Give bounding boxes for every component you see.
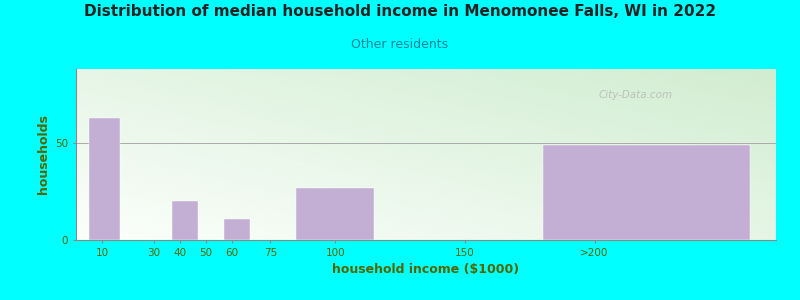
Y-axis label: households: households [37,115,50,194]
Bar [172,201,198,240]
Text: Distribution of median household income in Menomonee Falls, WI in 2022: Distribution of median household income … [84,4,716,20]
Text: City-Data.com: City-Data.com [599,89,673,100]
Bar [89,118,120,240]
Bar [224,219,250,240]
Text: Other residents: Other residents [351,38,449,50]
X-axis label: household income ($1000): household income ($1000) [333,263,519,276]
Bar [296,188,374,240]
Bar [542,145,750,240]
